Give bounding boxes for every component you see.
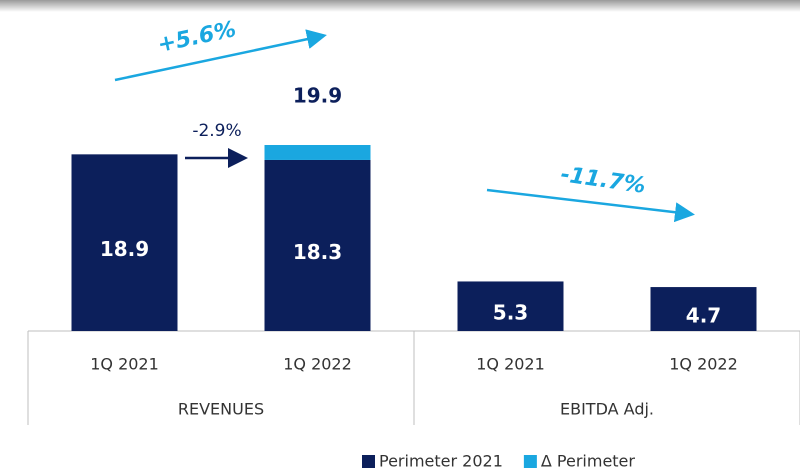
bar-segment (264, 145, 371, 160)
legend-swatch (362, 455, 375, 468)
annotation: -2.9% (192, 121, 241, 141)
legend-label: Perimeter 2021 (379, 452, 503, 471)
legend-label: Δ Perimeter (541, 452, 636, 471)
data-label: 18.3 (293, 240, 342, 264)
bar-segment (71, 154, 178, 331)
x-tick-label: 1Q 2022 (283, 355, 352, 374)
total-label: 19.9 (293, 84, 342, 108)
group-label: EBITDA Adj. (560, 400, 654, 419)
annotation: +5.6% (155, 17, 238, 58)
group-label: REVENUES (178, 400, 264, 419)
bar-segment (264, 159, 371, 331)
top-shadow (0, 0, 800, 12)
annotation: -11.7% (559, 162, 647, 199)
arrow (114, 29, 327, 82)
data-label: 5.3 (493, 301, 528, 325)
legend-swatch (523, 455, 537, 468)
data-label: 4.7 (686, 304, 721, 328)
bar-segment (650, 287, 757, 331)
bar-segment (457, 281, 564, 331)
x-tick-label: 1Q 2021 (476, 355, 545, 374)
x-tick-label: 1Q 2021 (90, 355, 159, 374)
arrow (486, 188, 695, 223)
x-tick-label: 1Q 2022 (669, 355, 738, 374)
data-label: 18.9 (100, 237, 149, 261)
